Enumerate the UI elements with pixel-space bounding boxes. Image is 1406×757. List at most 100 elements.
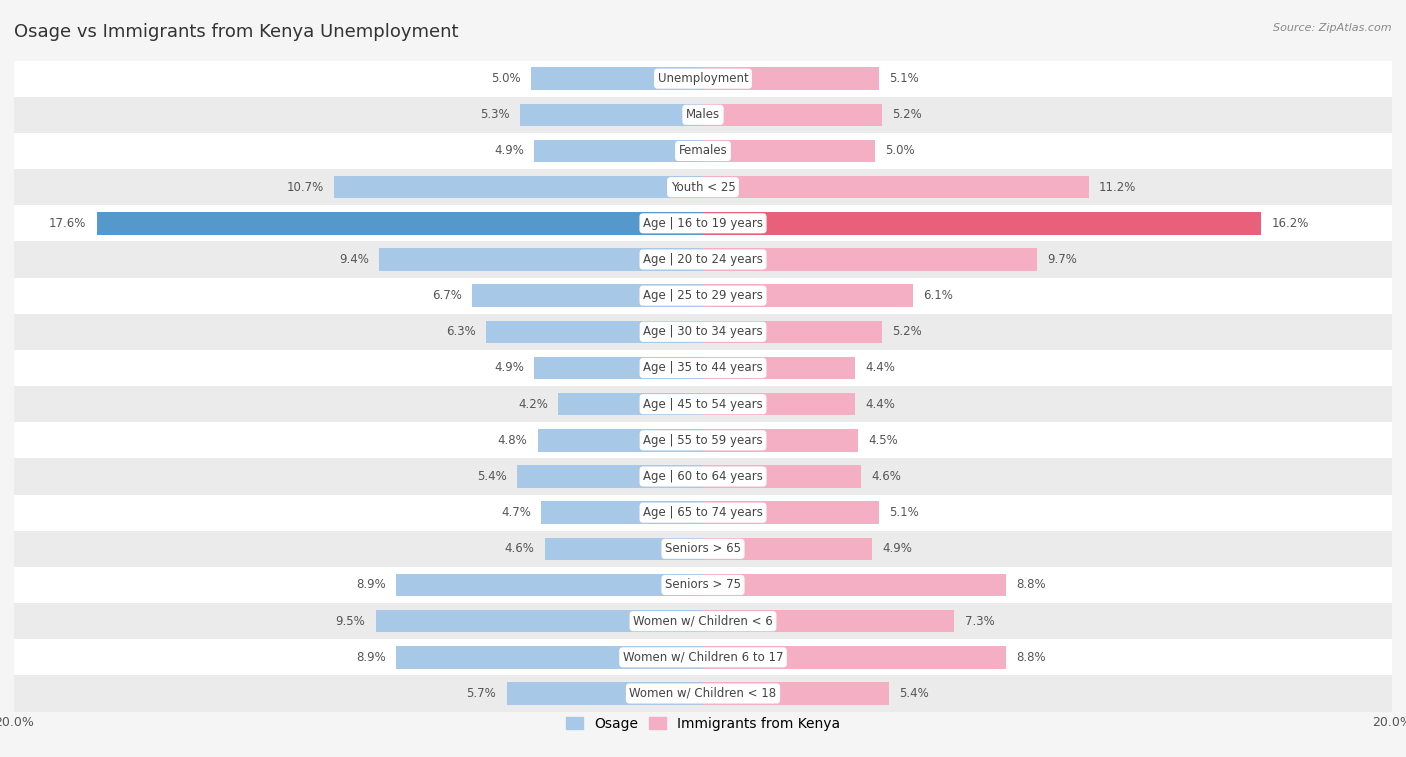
Bar [541, 501, 703, 524]
Bar [703, 646, 1007, 668]
Bar [14, 97, 1392, 133]
Text: 5.1%: 5.1% [889, 72, 918, 85]
Text: 5.0%: 5.0% [491, 72, 520, 85]
Bar [531, 67, 703, 90]
Text: 7.3%: 7.3% [965, 615, 994, 628]
Bar [703, 321, 882, 343]
Bar [97, 212, 703, 235]
Text: 4.6%: 4.6% [872, 470, 901, 483]
Text: 5.4%: 5.4% [477, 470, 506, 483]
Bar [335, 176, 703, 198]
Bar [14, 133, 1392, 169]
Text: Women w/ Children < 18: Women w/ Children < 18 [630, 687, 776, 700]
Bar [375, 610, 703, 632]
Text: Women w/ Children < 6: Women w/ Children < 6 [633, 615, 773, 628]
Text: 5.7%: 5.7% [467, 687, 496, 700]
Text: 4.7%: 4.7% [501, 506, 531, 519]
Bar [14, 278, 1392, 313]
Bar [534, 140, 703, 162]
Bar [703, 393, 855, 416]
Text: 4.9%: 4.9% [494, 362, 524, 375]
Text: 16.2%: 16.2% [1271, 217, 1309, 230]
Bar [506, 682, 703, 705]
Text: 4.8%: 4.8% [498, 434, 527, 447]
Bar [14, 350, 1392, 386]
Bar [703, 67, 879, 90]
Text: Age | 20 to 24 years: Age | 20 to 24 years [643, 253, 763, 266]
Text: 4.4%: 4.4% [865, 397, 894, 410]
Text: Women w/ Children 6 to 17: Women w/ Children 6 to 17 [623, 651, 783, 664]
Bar [703, 357, 855, 379]
Bar [14, 386, 1392, 422]
Bar [396, 574, 703, 597]
Text: 10.7%: 10.7% [287, 181, 323, 194]
Text: 5.2%: 5.2% [893, 326, 922, 338]
Text: Age | 16 to 19 years: Age | 16 to 19 years [643, 217, 763, 230]
Text: Osage vs Immigrants from Kenya Unemployment: Osage vs Immigrants from Kenya Unemploym… [14, 23, 458, 41]
Text: 6.7%: 6.7% [432, 289, 461, 302]
Text: 17.6%: 17.6% [49, 217, 86, 230]
Text: 6.1%: 6.1% [924, 289, 953, 302]
Bar [486, 321, 703, 343]
Bar [14, 313, 1392, 350]
Bar [14, 639, 1392, 675]
Bar [703, 466, 862, 488]
Bar [472, 285, 703, 307]
Bar [14, 459, 1392, 494]
Bar [14, 422, 1392, 459]
Text: Age | 30 to 34 years: Age | 30 to 34 years [643, 326, 763, 338]
Text: 5.2%: 5.2% [893, 108, 922, 121]
Text: 11.2%: 11.2% [1099, 181, 1136, 194]
Bar [14, 675, 1392, 712]
Text: 8.8%: 8.8% [1017, 651, 1046, 664]
Text: 5.1%: 5.1% [889, 506, 918, 519]
Bar [14, 61, 1392, 97]
Text: 5.3%: 5.3% [481, 108, 510, 121]
Bar [703, 140, 875, 162]
Text: 8.8%: 8.8% [1017, 578, 1046, 591]
Bar [14, 603, 1392, 639]
Text: Males: Males [686, 108, 720, 121]
Text: 4.5%: 4.5% [869, 434, 898, 447]
Text: Seniors > 75: Seniors > 75 [665, 578, 741, 591]
Text: 5.4%: 5.4% [900, 687, 929, 700]
Text: 8.9%: 8.9% [356, 578, 387, 591]
Bar [703, 212, 1261, 235]
Bar [537, 429, 703, 451]
Bar [396, 646, 703, 668]
Text: 4.4%: 4.4% [865, 362, 894, 375]
Bar [14, 169, 1392, 205]
Text: Youth < 25: Youth < 25 [671, 181, 735, 194]
Bar [534, 357, 703, 379]
Bar [558, 393, 703, 416]
Bar [703, 104, 882, 126]
Text: Source: ZipAtlas.com: Source: ZipAtlas.com [1274, 23, 1392, 33]
Text: Age | 35 to 44 years: Age | 35 to 44 years [643, 362, 763, 375]
Bar [14, 494, 1392, 531]
Bar [703, 610, 955, 632]
Text: Age | 25 to 29 years: Age | 25 to 29 years [643, 289, 763, 302]
Bar [14, 205, 1392, 241]
Bar [14, 567, 1392, 603]
Text: 9.7%: 9.7% [1047, 253, 1077, 266]
Bar [380, 248, 703, 271]
Text: Unemployment: Unemployment [658, 72, 748, 85]
Text: 8.9%: 8.9% [356, 651, 387, 664]
Text: Seniors > 65: Seniors > 65 [665, 542, 741, 556]
Text: Age | 45 to 54 years: Age | 45 to 54 years [643, 397, 763, 410]
Bar [703, 176, 1088, 198]
Text: 4.2%: 4.2% [519, 397, 548, 410]
Bar [14, 531, 1392, 567]
Bar [703, 285, 912, 307]
Legend: Osage, Immigrants from Kenya: Osage, Immigrants from Kenya [567, 717, 839, 731]
Text: 6.3%: 6.3% [446, 326, 475, 338]
Bar [703, 429, 858, 451]
Bar [520, 104, 703, 126]
Text: Age | 60 to 64 years: Age | 60 to 64 years [643, 470, 763, 483]
Bar [703, 248, 1038, 271]
Text: 9.4%: 9.4% [339, 253, 368, 266]
Bar [703, 682, 889, 705]
Bar [14, 241, 1392, 278]
Text: 4.9%: 4.9% [882, 542, 912, 556]
Bar [703, 574, 1007, 597]
